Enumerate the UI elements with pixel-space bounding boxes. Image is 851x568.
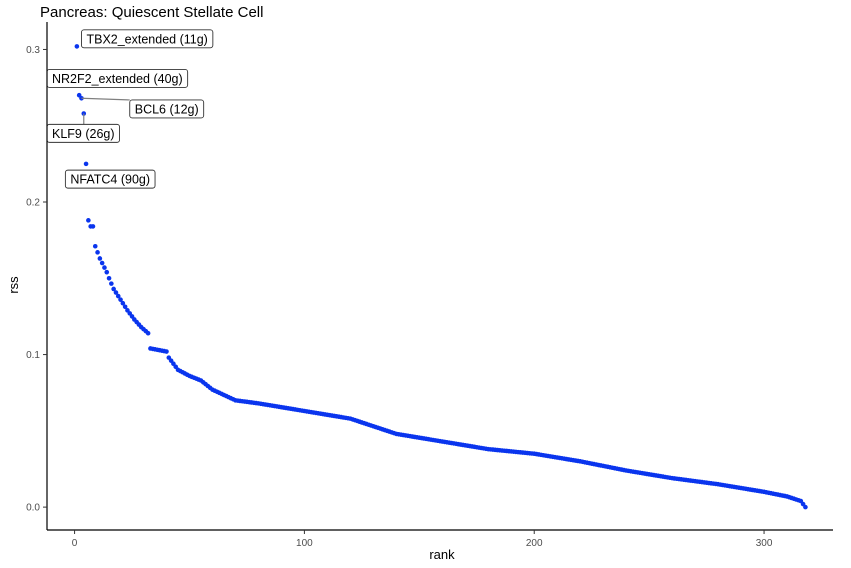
label-leader-line xyxy=(81,97,130,101)
data-point xyxy=(164,349,169,354)
x-tick-label: 100 xyxy=(296,538,313,549)
data-point xyxy=(92,243,98,249)
data-point xyxy=(74,44,80,49)
data-point xyxy=(113,290,119,295)
x-tick-label: 300 xyxy=(756,538,773,549)
data-point xyxy=(86,218,91,223)
x-tick-label: 0 xyxy=(72,538,78,549)
x-axis-ticks: 0 100 200 300 xyxy=(72,530,773,549)
data-point xyxy=(120,300,126,306)
y-axis-ticks: 0.0 0.1 0.2 0.3 xyxy=(26,45,47,514)
data-point xyxy=(111,286,116,292)
y-axis-label: rss xyxy=(6,276,21,294)
y-tick-label: 0.2 xyxy=(26,198,40,209)
data-point xyxy=(95,250,100,255)
data-point xyxy=(102,265,107,270)
data-point xyxy=(99,260,105,266)
data-point xyxy=(145,330,151,336)
svg-text:KLF9 (26g): KLF9 (26g) xyxy=(52,127,115,141)
y-tick-label: 0.0 xyxy=(26,503,40,514)
data-point xyxy=(90,224,96,229)
y-tick-label: 0.3 xyxy=(26,45,40,56)
x-axis-label: rank xyxy=(429,547,455,562)
data-point xyxy=(81,111,87,116)
data-points xyxy=(74,44,808,510)
gene-label: BCL6 (12g) xyxy=(81,97,205,119)
gene-label: TBX2_extended (11g) xyxy=(81,29,214,49)
data-point xyxy=(79,95,84,101)
gene-labels: TBX2_extended (11g) NR2F2_extended (40g) B… xyxy=(46,29,214,189)
svg-text:BCL6 (12g): BCL6 (12g) xyxy=(135,102,199,116)
data-point xyxy=(109,281,114,286)
x-tick-label: 200 xyxy=(526,538,543,549)
svg-text:NFATC4 (90g): NFATC4 (90g) xyxy=(70,173,150,187)
data-point xyxy=(118,297,123,302)
data-point xyxy=(83,161,89,167)
data-point xyxy=(106,275,112,281)
y-tick-label: 0.1 xyxy=(26,350,40,361)
gene-label: NFATC4 (90g) xyxy=(64,169,156,189)
data-point xyxy=(122,304,128,310)
svg-text:NR2F2_extended (40g): NR2F2_extended (40g) xyxy=(52,72,183,86)
data-point xyxy=(803,504,808,510)
svg-text:TBX2_extended (11g): TBX2_extended (11g) xyxy=(86,32,207,46)
data-point xyxy=(115,293,121,299)
gene-label: NR2F2_extended (40g) xyxy=(46,68,189,88)
data-point xyxy=(97,256,103,261)
data-point xyxy=(104,269,110,275)
gene-label: KLF9 (26g) xyxy=(46,113,120,143)
chart-title: Pancreas: Quiescent Stellate Cell xyxy=(40,4,264,21)
